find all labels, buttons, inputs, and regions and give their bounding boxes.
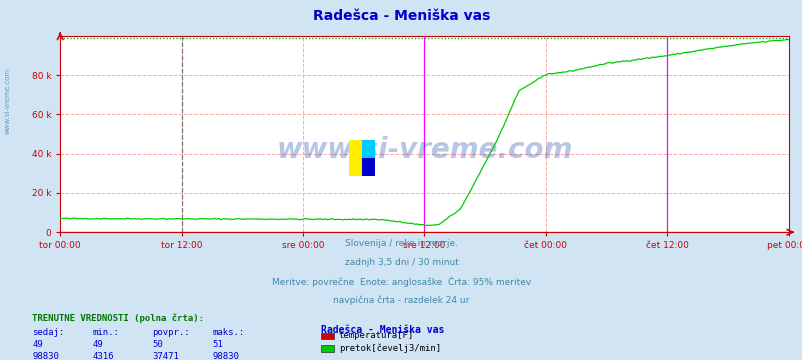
Text: 49: 49	[92, 340, 103, 349]
Text: www.si-vreme.com: www.si-vreme.com	[5, 68, 11, 134]
Text: temperatura[F]: temperatura[F]	[338, 331, 414, 341]
Text: Meritve: povrečne  Enote: anglosaške  Črta: 95% meritev: Meritve: povrečne Enote: anglosaške Črta…	[272, 277, 530, 287]
Text: 37471: 37471	[152, 352, 179, 360]
Text: 4316: 4316	[92, 352, 114, 360]
Text: sedaj:: sedaj:	[32, 328, 64, 337]
Text: min.:: min.:	[92, 328, 119, 337]
Text: 51: 51	[213, 340, 223, 349]
Bar	[349, 140, 362, 176]
Text: 49: 49	[32, 340, 43, 349]
Text: TRENUTNE VREDNOSTI (polna črta):: TRENUTNE VREDNOSTI (polna črta):	[32, 313, 204, 323]
Text: pretok[čevelj3/min]: pretok[čevelj3/min]	[338, 344, 440, 353]
Text: 50: 50	[152, 340, 163, 349]
Text: povpr.:: povpr.:	[152, 328, 190, 337]
Text: maks.:: maks.:	[213, 328, 245, 337]
Text: Slovenija / reke in morje.: Slovenija / reke in morje.	[345, 239, 457, 248]
Text: navpična črta - razdelek 24 ur: navpična črta - razdelek 24 ur	[333, 296, 469, 305]
Text: zadnjh 3,5 dni / 30 minut: zadnjh 3,5 dni / 30 minut	[344, 258, 458, 267]
Bar	[362, 158, 375, 176]
Text: 98830: 98830	[32, 352, 59, 360]
Text: 98830: 98830	[213, 352, 239, 360]
Text: Radešca - Meniška vas: Radešca - Meniška vas	[313, 9, 489, 23]
Bar	[362, 140, 375, 158]
Text: www.si-vreme.com: www.si-vreme.com	[276, 136, 572, 164]
Text: Radešca - Meniška vas: Radešca - Meniška vas	[321, 325, 444, 336]
